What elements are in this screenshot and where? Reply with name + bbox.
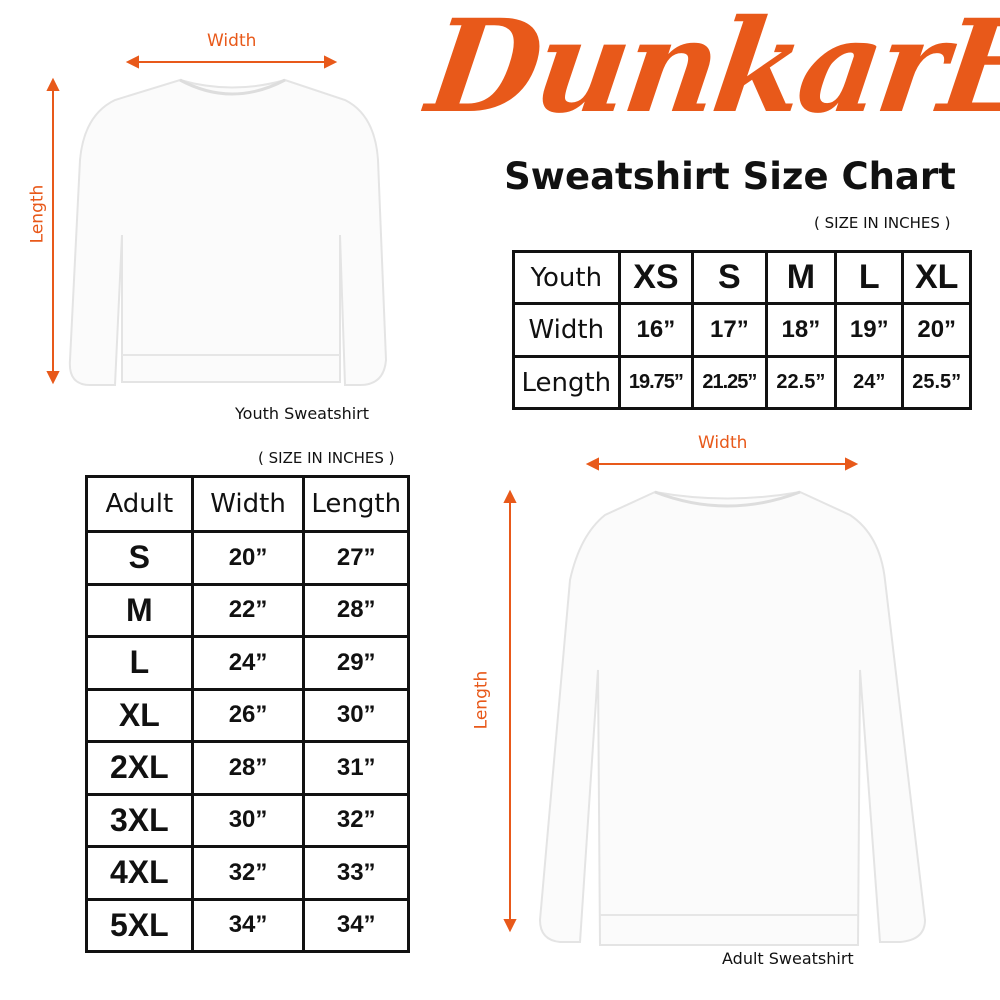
table-row: S 20” 27”	[85, 530, 410, 586]
table-cell: 20”	[190, 530, 306, 586]
table-row: L 24” 29”	[85, 635, 410, 691]
header-cell: Youth	[512, 250, 621, 305]
row-label: 5XL	[85, 897, 194, 953]
table-cell: 19”	[834, 302, 905, 358]
row-label: S	[85, 530, 194, 586]
table-cell: 34”	[302, 897, 410, 953]
table-cell: 24”	[190, 635, 306, 691]
row-label: Length	[512, 355, 621, 410]
table-cell: 34”	[190, 897, 306, 953]
row-label: 4XL	[85, 845, 194, 901]
table-cell: 26”	[190, 687, 306, 743]
page-title: Sweatshirt Size Chart	[504, 155, 956, 198]
adult-width-label: Width	[698, 433, 748, 453]
table-row: Adult Width Length	[85, 475, 410, 533]
table-cell: 29”	[302, 635, 410, 691]
table-cell: 30”	[190, 792, 306, 848]
youth-width-label: Width	[207, 31, 257, 51]
table-cell: 31”	[302, 740, 410, 796]
table-row: XL 26” 30”	[85, 687, 410, 743]
adult-caption: Adult Sweatshirt	[722, 949, 854, 968]
adult-width-arrow	[585, 457, 859, 471]
youth-length-label: Length	[27, 184, 48, 244]
table-row: 5XL 34” 34”	[85, 897, 410, 953]
adult-sweatshirt-figure	[503, 457, 927, 946]
header-cell: Width	[190, 475, 306, 533]
header-cell: XS	[617, 250, 695, 305]
table-cell: 20”	[901, 302, 972, 358]
youth-caption: Youth Sweatshirt	[235, 404, 370, 423]
youth-sweatshirt-figure	[46, 55, 388, 386]
table-cell: 28”	[302, 582, 410, 638]
header-cell: L	[834, 250, 905, 305]
header-cell: XL	[901, 250, 972, 305]
table-cell: 17”	[691, 302, 768, 358]
table-cell: 19.75”	[617, 355, 695, 410]
header-cell: S	[691, 250, 768, 305]
table-cell: 30”	[302, 687, 410, 743]
youth-width-arrow	[125, 55, 338, 69]
table-row: Youth XS S M L XL	[512, 250, 972, 305]
table-cell: 18”	[764, 302, 838, 358]
youth-units-note: ( SIZE IN INCHES )	[814, 214, 951, 232]
table-cell: 28”	[190, 740, 306, 796]
table-cell: 25.5”	[901, 355, 972, 410]
header-cell: Length	[302, 475, 410, 533]
table-row: M 22” 28”	[85, 582, 410, 638]
table-cell: 32”	[302, 792, 410, 848]
row-label: 2XL	[85, 740, 194, 796]
table-cell: 27”	[302, 530, 410, 586]
table-cell: 16”	[617, 302, 695, 358]
row-label: M	[85, 582, 194, 638]
row-label: L	[85, 635, 194, 691]
youth-length-arrow	[46, 77, 60, 385]
adult-length-label: Length	[471, 670, 492, 730]
adult-sweatshirt-image	[538, 490, 927, 946]
table-cell: 21.25”	[691, 355, 768, 410]
table-cell: 22.5”	[764, 355, 838, 410]
table-row: 4XL 32” 33”	[85, 845, 410, 901]
table-row: Length 19.75” 21.25” 22.5” 24” 25.5”	[512, 355, 972, 410]
row-label: 3XL	[85, 792, 194, 848]
adult-size-table: Adult Width Length S 20” 27” M 22” 28” L 24” 29”…	[85, 475, 410, 953]
youth-sweatshirt-image	[68, 78, 388, 386]
header-cell: M	[764, 250, 838, 305]
row-label: Width	[512, 302, 621, 358]
table-row: Width 16” 17” 18” 19” 20”	[512, 302, 972, 358]
brand-logo: DunkarE	[419, 0, 1000, 142]
table-cell: 33”	[302, 845, 410, 901]
table-cell: 32”	[190, 845, 306, 901]
header-cell: Adult	[85, 475, 194, 533]
table-cell: 22”	[190, 582, 306, 638]
adult-length-arrow	[503, 489, 517, 933]
youth-size-table: Youth XS S M L XL Width 16” 17” 18” 19” …	[512, 250, 972, 410]
adult-units-note: ( SIZE IN INCHES )	[258, 449, 395, 467]
table-row: 2XL 28” 31”	[85, 740, 410, 796]
row-label: XL	[85, 687, 194, 743]
table-row: 3XL 30” 32”	[85, 792, 410, 848]
table-cell: 24”	[834, 355, 905, 410]
